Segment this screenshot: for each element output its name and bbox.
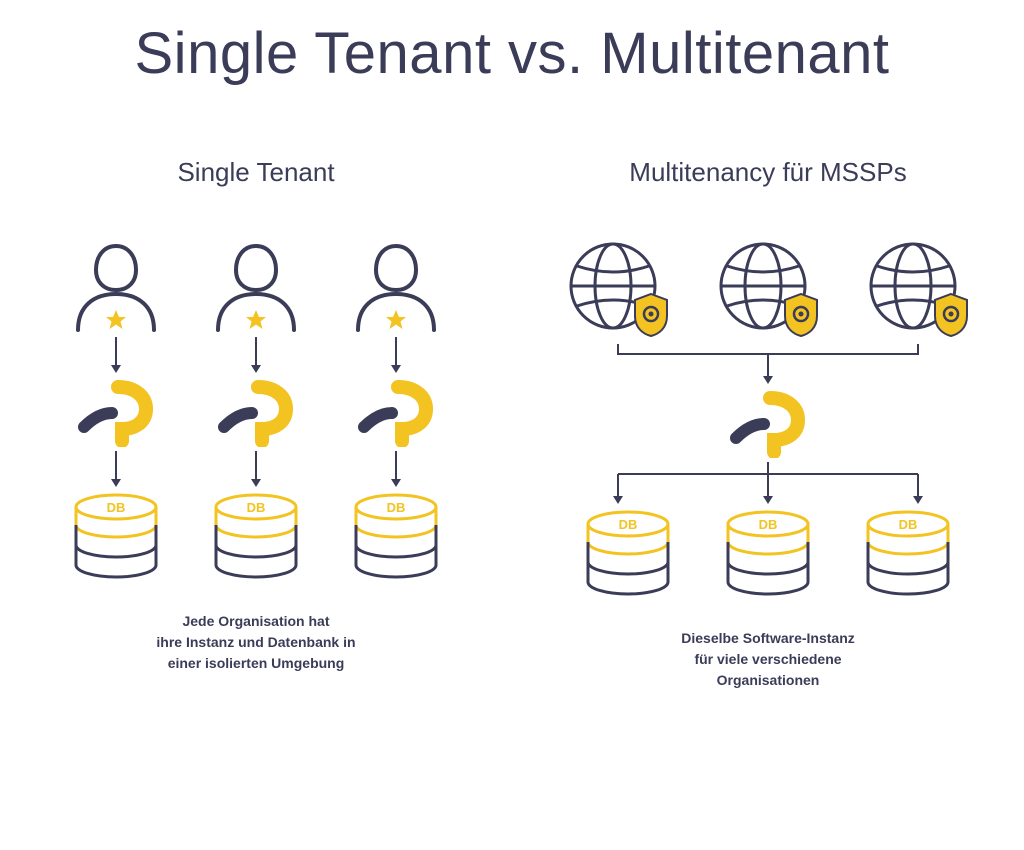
arrow-down-icon (106, 447, 126, 491)
multitenant-dbs: DB DB DB (578, 508, 958, 598)
person-icon (346, 238, 446, 333)
single-tenant-caption: Jede Organisation hatihre Instanz und Da… (156, 611, 355, 674)
single-tenant-column: Single Tenant (30, 157, 482, 691)
multitenant-title: Multitenancy für MSSPs (629, 157, 906, 188)
columns-container: Single Tenant (30, 157, 994, 691)
multitenant-globes (563, 238, 973, 338)
database-icon: DB (718, 508, 818, 598)
arrow-down-icon (386, 333, 406, 377)
logo-icon (76, 377, 156, 447)
split-bracket-icon (578, 458, 958, 508)
database-icon: DB (346, 491, 446, 581)
person-icon (66, 238, 166, 333)
database-icon: DB (578, 508, 678, 598)
single-tenant-title: Single Tenant (177, 157, 334, 188)
db-label: DB (387, 500, 406, 515)
st-stack-3: DB (346, 238, 446, 581)
db-label: DB (759, 517, 778, 532)
multitenant-caption: Dieselbe Software-Instanzfür viele versc… (681, 628, 855, 691)
globe-shield-icon (563, 238, 673, 338)
arrow-down-icon (246, 333, 266, 377)
merge-bracket-icon (578, 338, 958, 388)
globe-shield-icon (713, 238, 823, 338)
logo-icon (728, 388, 808, 458)
db-label: DB (247, 500, 266, 515)
globe-shield-icon (863, 238, 973, 338)
arrow-down-icon (106, 333, 126, 377)
main-title: Single Tenant vs. Multitenant (30, 20, 994, 87)
db-label: DB (899, 517, 918, 532)
multitenant-column: Multitenancy für MSSPs (542, 157, 994, 691)
arrow-down-icon (246, 447, 266, 491)
db-label: DB (107, 500, 126, 515)
database-icon: DB (206, 491, 306, 581)
database-icon: DB (66, 491, 166, 581)
st-stack-2: DB (206, 238, 306, 581)
single-tenant-stacks: DB (66, 238, 446, 581)
st-stack-1: DB (66, 238, 166, 581)
logo-icon (216, 377, 296, 447)
database-icon: DB (858, 508, 958, 598)
db-label: DB (619, 517, 638, 532)
arrow-down-icon (386, 447, 406, 491)
person-icon (206, 238, 306, 333)
logo-icon (356, 377, 436, 447)
